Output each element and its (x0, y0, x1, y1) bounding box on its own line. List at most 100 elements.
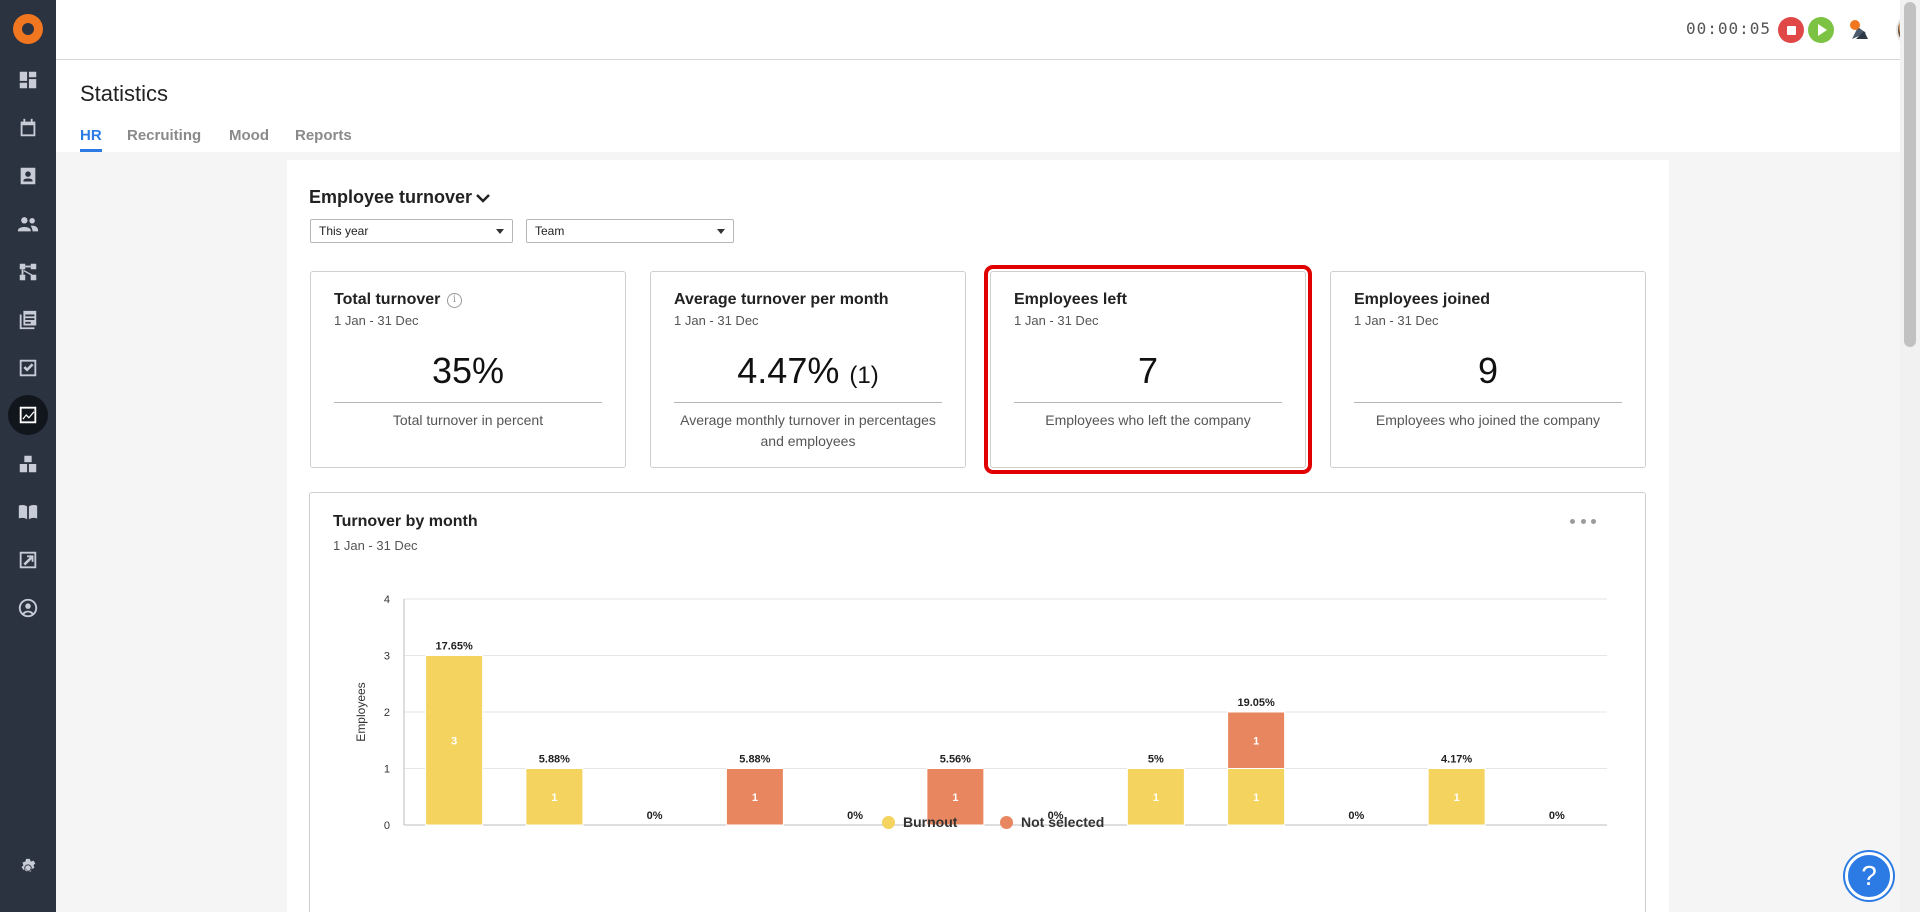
tab-reports[interactable]: Reports (295, 127, 352, 144)
employees-joined-card: Employees joined 1 Jan - 31 Dec 9 Employ… (1330, 271, 1646, 468)
bar-value-label: 1 (1253, 735, 1259, 747)
card-description: Employees who joined the company (1375, 412, 1601, 428)
legend-item-not-selected[interactable]: Not selected (1000, 814, 1104, 830)
y-axis-label: Employees (354, 682, 368, 741)
chart-title: Turnover by month (333, 513, 478, 530)
y-tick-label: 3 (384, 651, 390, 663)
group-select[interactable]: Team (526, 219, 734, 243)
bar-top-label: 17.65% (435, 641, 473, 653)
page-scrollbar[interactable] (1900, 0, 1920, 912)
bar-value-label: 3 (451, 735, 457, 747)
card-value: 7 (1137, 350, 1159, 391)
bar-top-label: 4.17% (1441, 754, 1472, 766)
bar-top-label: 5.88% (739, 754, 770, 766)
legend-swatch (1000, 815, 1013, 829)
bar-value-label: 1 (1253, 792, 1259, 804)
bar-segment (1227, 768, 1286, 826)
calendar-icon[interactable] (8, 108, 48, 148)
card-subtitle: 1 Jan - 31 Dec (1014, 313, 1099, 328)
bar-segment (525, 768, 584, 826)
profile-icon[interactable] (8, 588, 48, 628)
card-title: Average turnover per month (674, 291, 889, 308)
bar-top-label: 19.05% (1237, 697, 1275, 709)
documents-icon[interactable] (8, 300, 48, 340)
divider (334, 402, 602, 403)
stop-timer-button[interactable] (1778, 17, 1804, 43)
y-tick-label: 1 (384, 764, 390, 776)
card-description: Average monthly turnover in percentages … (680, 412, 936, 449)
card-description: Total turnover in percent (392, 412, 544, 428)
tasks-icon[interactable] (8, 348, 48, 388)
page-title: Statistics (80, 81, 169, 106)
tab-mood[interactable]: Mood (229, 127, 269, 144)
org-chart-icon[interactable] (8, 252, 48, 292)
handbook-icon[interactable] (8, 492, 48, 532)
statistics-panel: Employee turnover This year Team Total t… (287, 160, 1669, 912)
card-subtitle: 1 Jan - 31 Dec (1354, 313, 1439, 328)
bar-top-label: 0% (1549, 810, 1565, 822)
dashboard-icon[interactable] (8, 60, 48, 100)
timer-display: 00:00:05 (1686, 19, 1772, 38)
more-options-icon[interactable] (1570, 515, 1596, 527)
bar-top-label: 0% (847, 810, 863, 822)
y-tick-label: 4 (384, 594, 390, 606)
tab-recruiting[interactable]: Recruiting (127, 127, 202, 144)
bar-value-label: 1 (752, 792, 758, 804)
top-bar: 00:00:05 (56, 0, 1920, 60)
legend-item-burnout[interactable]: Burnout (882, 814, 957, 830)
statistics-icon[interactable] (8, 395, 48, 435)
bar-segment (1126, 768, 1185, 826)
divider (674, 402, 942, 403)
bar-segment (926, 768, 985, 826)
bar-segment (425, 655, 484, 826)
card-value-count: (1) (849, 362, 879, 389)
scrollbar-thumb[interactable] (1904, 2, 1916, 347)
page-header: Statistics HR Recruiting Mood Reports (56, 60, 1900, 152)
chevron-down-icon[interactable] (475, 190, 491, 206)
report-type-selector[interactable]: Employee turnover (309, 187, 473, 207)
card-description: Employees who left the company (1045, 412, 1251, 428)
card-title: Employees joined (1354, 291, 1491, 308)
chart-subtitle: 1 Jan - 31 Dec (333, 538, 418, 553)
notifications-icon[interactable] (1846, 17, 1874, 43)
bar-top-label: 5% (1148, 754, 1164, 766)
tab-hr[interactable]: HR (80, 127, 102, 152)
card-value: 9 (1477, 350, 1499, 391)
card-subtitle: 1 Jan - 31 Dec (674, 313, 759, 328)
reports-icon[interactable] (8, 540, 48, 580)
card-subtitle: 1 Jan - 31 Dec (334, 313, 419, 328)
people-icon[interactable] (8, 204, 48, 244)
card-value: 35% (431, 350, 505, 391)
legend-label: Burnout (903, 814, 958, 830)
turnover-by-month-chart: Turnover by month 1 Jan - 31 Dec 0 1 2 3 4 Em… (309, 492, 1646, 912)
info-icon[interactable]: i (447, 293, 462, 308)
bar-top-label: 0% (647, 810, 663, 822)
bar-top-label: 0% (1348, 810, 1364, 822)
sidebar (0, 0, 56, 912)
y-tick-label: 2 (384, 707, 390, 719)
total-turnover-card: Total turnover i 1 Jan - 31 Dec 35% Tota… (310, 271, 626, 468)
bar-top-label: 0% (1048, 810, 1064, 822)
period-select[interactable]: This year (310, 219, 513, 243)
bar-top-label: 5.56% (940, 754, 971, 766)
divider (1354, 402, 1622, 403)
help-button[interactable]: ? (1845, 852, 1893, 900)
employees-left-card: Employees left 1 Jan - 31 Dec 7 Employee… (984, 265, 1312, 474)
card-title: Employees left (1014, 291, 1127, 308)
bar-segment (1427, 768, 1486, 826)
y-tick-label: 0 (384, 820, 390, 832)
settings-icon[interactable] (8, 848, 48, 888)
legend-label: Not selected (1021, 814, 1105, 830)
bar-value-label: 1 (952, 792, 958, 804)
average-turnover-card: Average turnover per month 1 Jan - 31 De… (650, 271, 966, 468)
divider (1014, 402, 1282, 403)
bar-segment (725, 768, 784, 826)
app-logo[interactable] (13, 14, 43, 44)
contacts-icon[interactable] (8, 156, 48, 196)
bar-value-label: 1 (1454, 792, 1460, 804)
legend-swatch (882, 815, 895, 829)
inventory-icon[interactable] (8, 444, 48, 484)
bar-top-label: 5.88% (539, 754, 570, 766)
start-timer-button[interactable] (1808, 17, 1834, 43)
